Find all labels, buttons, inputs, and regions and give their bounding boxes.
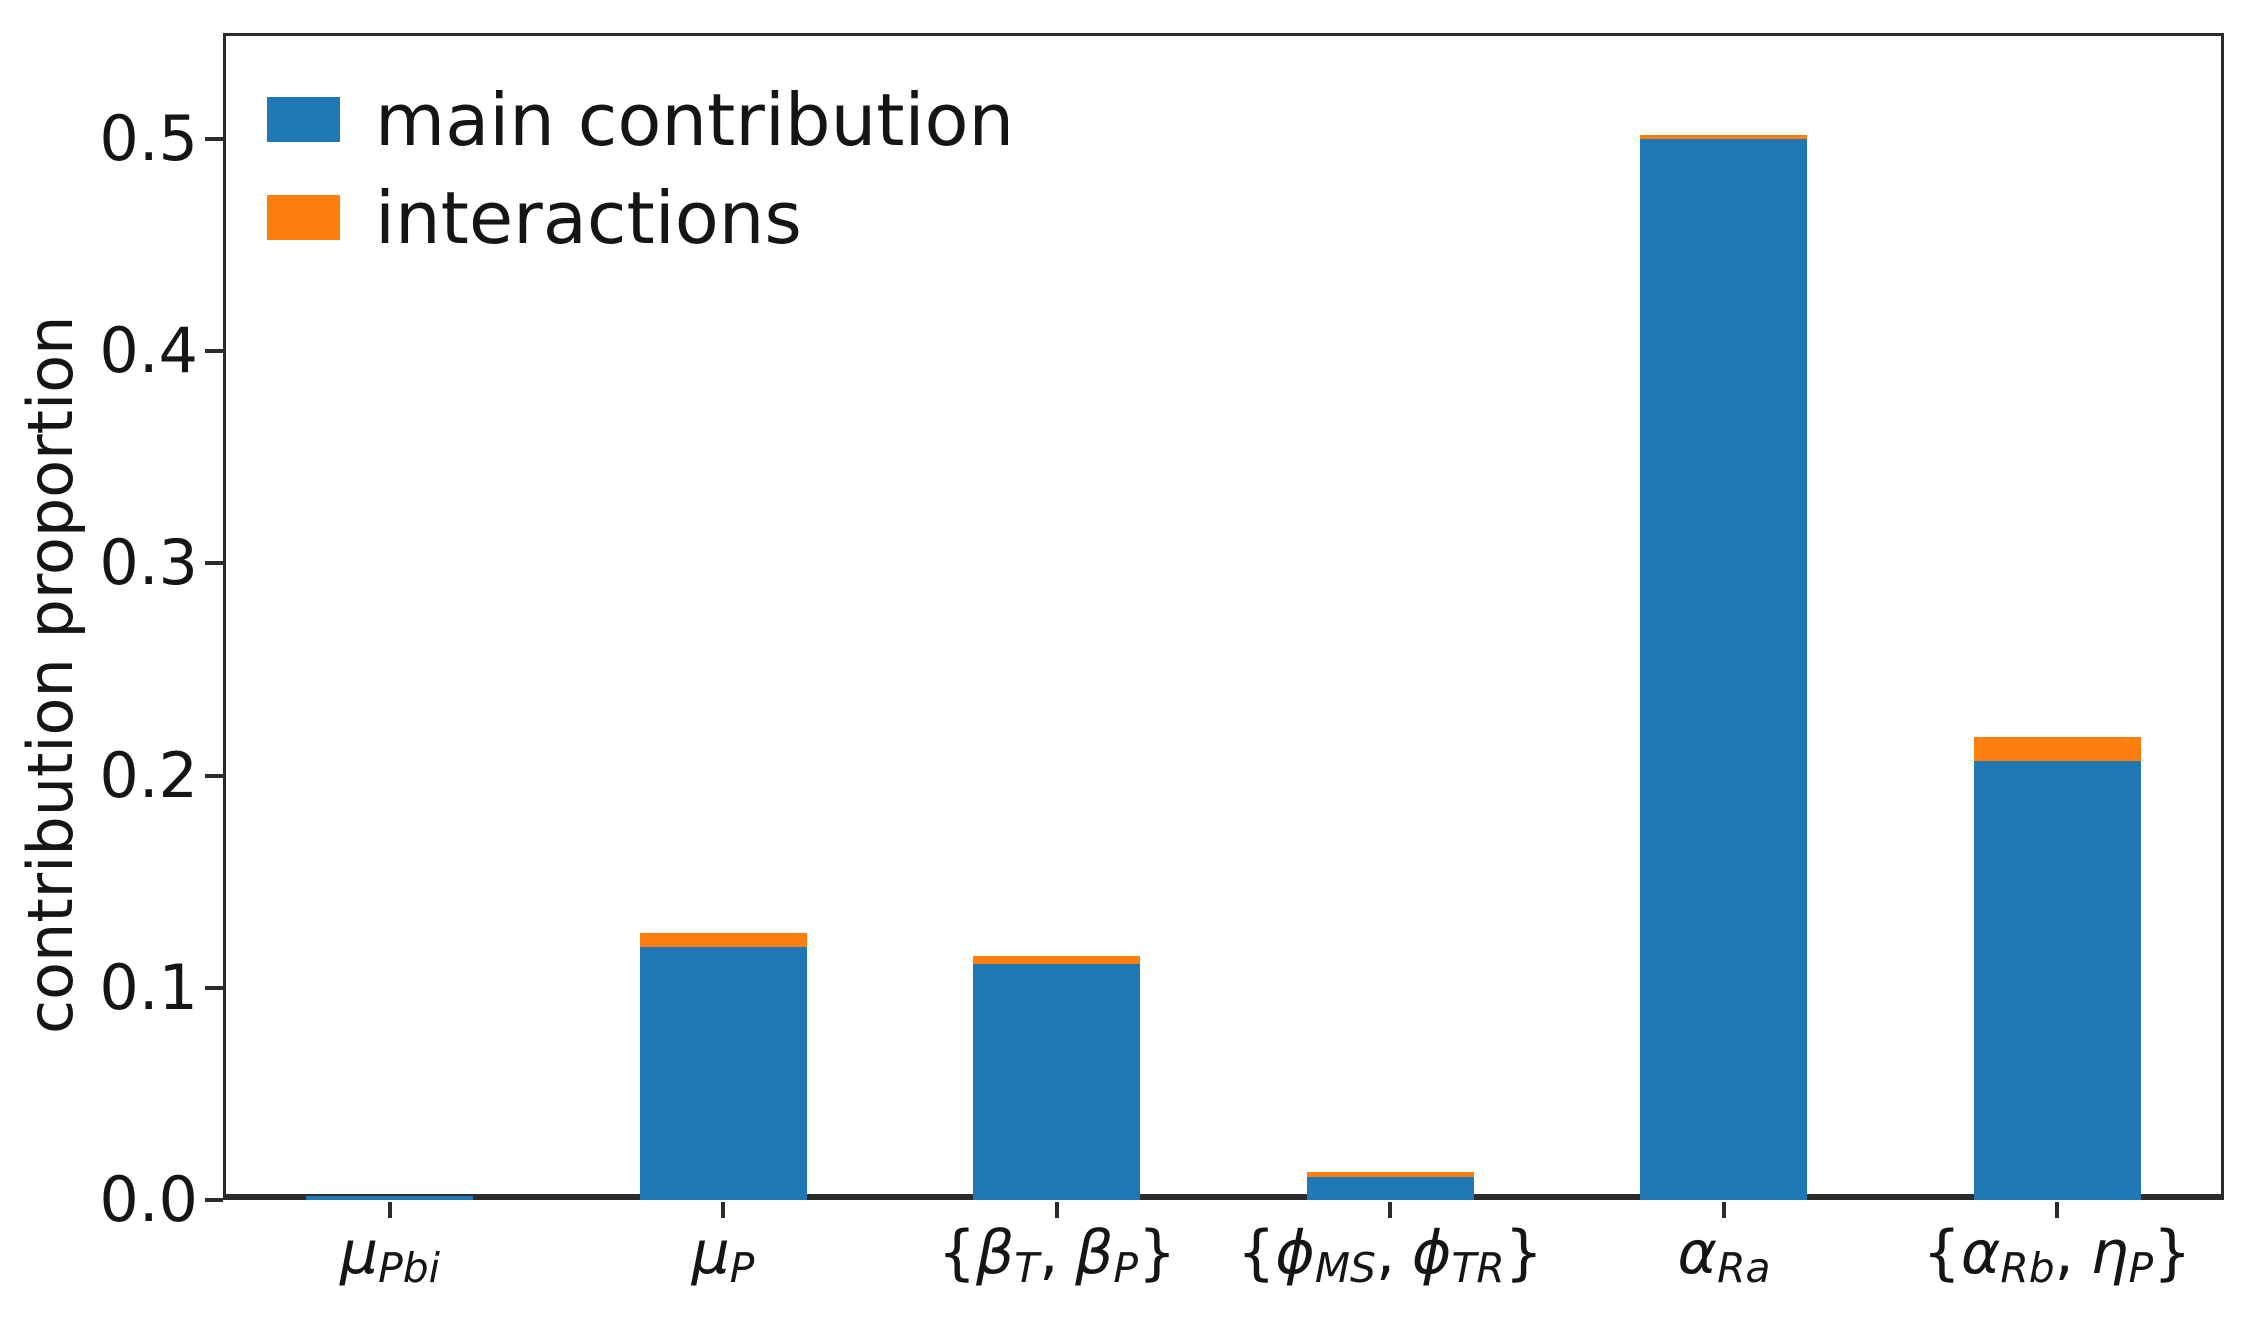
bar-segment-interactions	[1307, 1172, 1474, 1177]
y-tick-mark	[205, 349, 223, 353]
x-tick-label: {βT, βP}	[827, 1216, 1287, 1305]
x-tick-mark	[1388, 1202, 1392, 1218]
y-tick-label: 0.1	[99, 951, 198, 1024]
x-tick-label-part: ϕ	[1275, 1218, 1315, 1288]
x-tick-label-part: P	[1113, 1243, 1138, 1292]
x-tick-label: μP	[493, 1216, 953, 1305]
x-tick-label: {αRb, ηP}	[1827, 1216, 2256, 1305]
x-tick-mark	[2055, 1202, 2059, 1218]
legend-label: interactions	[375, 176, 802, 260]
x-tick-mark	[388, 1202, 392, 1218]
y-tick-mark	[205, 561, 223, 565]
bar-segment-interactions	[640, 933, 807, 947]
x-tick-label-part: μ	[691, 1218, 730, 1288]
x-tick-label-part: β	[1075, 1218, 1114, 1288]
x-tick-label-part: }	[1138, 1218, 1177, 1288]
y-tick-mark	[205, 1198, 223, 1202]
plot-area	[223, 33, 2224, 1200]
x-tick-label: μPbi	[160, 1216, 620, 1305]
x-tick-label-part: {	[1922, 1218, 1961, 1288]
x-tick-label: {ϕMS, ϕTR}	[1160, 1216, 1620, 1305]
bar-segment-main-contribution	[1307, 1177, 1474, 1200]
y-tick-label: 0.2	[99, 739, 198, 812]
x-tick-mark	[1055, 1202, 1059, 1218]
bar-segment-main-contribution	[306, 1196, 473, 1200]
x-tick-label-part: ,	[1039, 1218, 1059, 1288]
x-tick-label-part: Pbi	[378, 1243, 441, 1292]
bar-segment-main-contribution	[640, 947, 807, 1200]
x-tick-label-part: P	[729, 1243, 755, 1292]
x-tick-label-part: Ra	[1717, 1243, 1771, 1292]
x-tick-label-part: β	[976, 1218, 1015, 1288]
x-tick-label-part: MS	[1314, 1243, 1376, 1292]
x-tick-label-part: ,	[1375, 1218, 1396, 1288]
bar-segment-main-contribution	[1640, 139, 1807, 1200]
x-tick-label-part: α	[1677, 1218, 1718, 1288]
y-tick-label: 0.0	[99, 1163, 198, 1236]
y-tick-label: 0.5	[99, 102, 198, 175]
legend-swatch-interactions	[267, 195, 340, 240]
bar-segment-interactions	[1974, 737, 2141, 761]
x-tick-label-part: ,	[2054, 1218, 2074, 1288]
x-tick-label-part: TR	[1451, 1243, 1505, 1292]
x-tick-label-part: }	[1504, 1218, 1543, 1288]
bar-segment-main-contribution	[1974, 761, 2141, 1200]
x-tick-label-part: {	[937, 1218, 976, 1288]
x-tick-label-part: ϕ	[1411, 1218, 1452, 1288]
y-axis-title: contribution proportion	[14, 315, 87, 1034]
y-tick-mark	[205, 774, 223, 778]
x-tick-label: αRa	[1494, 1216, 1954, 1305]
x-tick-label-part: {	[1237, 1218, 1276, 1288]
y-tick-mark	[205, 986, 223, 990]
x-tick-label-part: α	[1960, 1218, 2001, 1288]
legend-swatch-main-contribution	[267, 97, 340, 142]
x-tick-label-part: }	[2153, 1218, 2192, 1288]
x-tick-label-part: T	[1014, 1243, 1040, 1292]
x-tick-label-part: P	[2128, 1243, 2154, 1292]
x-tick-mark	[1722, 1202, 1726, 1218]
legend-label: main contribution	[375, 78, 1015, 162]
y-tick-mark	[205, 137, 223, 141]
x-tick-label-part: η	[2090, 1218, 2129, 1288]
y-tick-label: 0.3	[99, 526, 198, 599]
bar-segment-interactions	[973, 956, 1140, 964]
x-tick-mark	[721, 1202, 725, 1218]
bar-segment-interactions	[1640, 135, 1807, 139]
bar-segment-main-contribution	[973, 964, 1140, 1200]
x-tick-label-part: μ	[339, 1218, 379, 1288]
x-tick-label-part: Rb	[2000, 1243, 2055, 1292]
y-tick-label: 0.4	[99, 314, 198, 387]
